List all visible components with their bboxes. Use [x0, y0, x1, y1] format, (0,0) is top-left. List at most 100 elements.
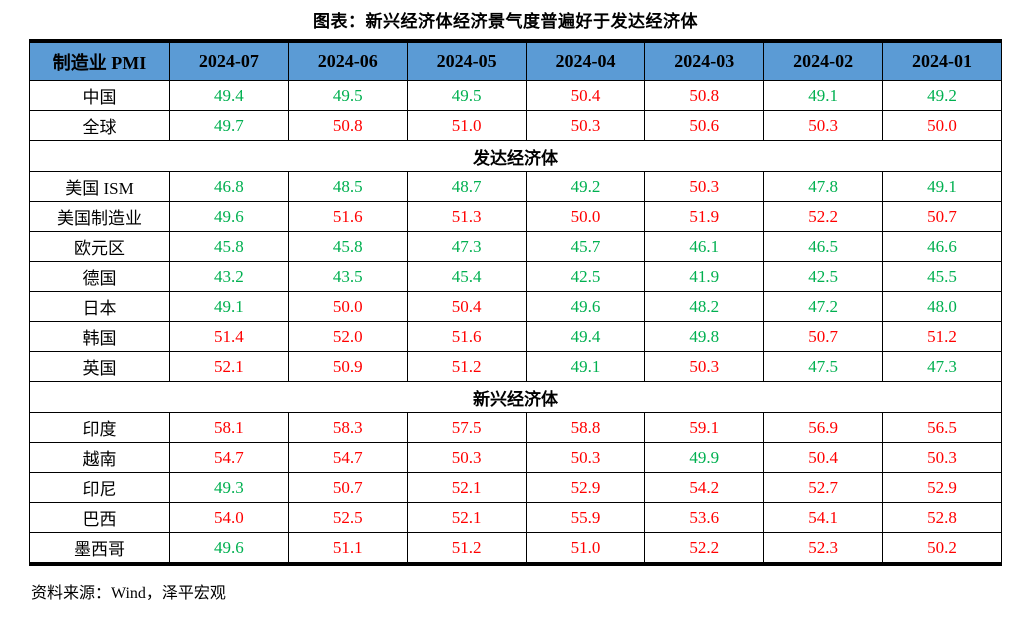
- pmi-value: 45.7: [525, 231, 646, 262]
- pmi-value: 55.9: [525, 502, 646, 533]
- pmi-value: 49.4: [525, 321, 646, 352]
- pmi-value: 50.9: [287, 351, 408, 382]
- table-row: 越南 54.7 54.7 50.3 50.3 49.9 50.4 50.3: [29, 442, 1002, 473]
- pmi-value: 50.0: [882, 110, 1002, 141]
- pmi-value: 49.5: [287, 80, 408, 111]
- header-cell-month: 2024-01: [882, 40, 1002, 81]
- pmi-value: 50.3: [525, 442, 646, 473]
- pmi-value: 49.4: [169, 80, 289, 111]
- pmi-value: 50.8: [287, 110, 408, 141]
- pmi-value: 52.8: [882, 502, 1002, 533]
- pmi-value: 52.0: [287, 321, 408, 352]
- pmi-value: 51.6: [287, 201, 408, 232]
- pmi-value: 47.5: [763, 351, 884, 382]
- pmi-value: 51.3: [406, 201, 527, 232]
- chart-title: 图表：新兴经济体经济景气度普遍好于发达经济体: [313, 12, 698, 31]
- pmi-value: 58.8: [525, 412, 646, 443]
- table-row: 德国 43.2 43.5 45.4 42.5 41.9 42.5 45.5: [29, 261, 1002, 292]
- pmi-value: 51.9: [644, 201, 765, 232]
- pmi-value: 50.3: [644, 351, 765, 382]
- row-label: 日本: [29, 291, 170, 322]
- row-label: 英国: [29, 351, 170, 382]
- pmi-value: 46.6: [882, 231, 1002, 262]
- row-label: 美国制造业: [29, 201, 170, 232]
- pmi-value: 49.6: [525, 291, 646, 322]
- pmi-value: 50.3: [763, 110, 884, 141]
- pmi-value: 45.8: [169, 231, 289, 262]
- row-label: 德国: [29, 261, 170, 292]
- row-label: 美国 ISM: [29, 171, 170, 202]
- pmi-value: 48.2: [644, 291, 765, 322]
- pmi-value: 50.4: [525, 80, 646, 111]
- pmi-value: 49.1: [882, 171, 1002, 202]
- row-label: 越南: [29, 442, 170, 473]
- pmi-value: 50.4: [763, 442, 884, 473]
- table-row: 欧元区 45.8 45.8 47.3 45.7 46.1 46.5 46.6: [29, 231, 1002, 262]
- header-cell-month: 2024-07: [169, 40, 289, 81]
- pmi-value: 49.1: [525, 351, 646, 382]
- table-row: 墨西哥 49.6 51.1 51.2 51.0 52.2 52.3 50.2: [29, 532, 1002, 565]
- pmi-value: 54.7: [287, 442, 408, 473]
- pmi-value: 50.3: [644, 171, 765, 202]
- row-label: 欧元区: [29, 231, 170, 262]
- pmi-value: 54.2: [644, 472, 765, 503]
- header-cell-month: 2024-03: [644, 40, 765, 81]
- pmi-value: 45.4: [406, 261, 527, 292]
- section-title: 新兴经济体: [29, 381, 1002, 413]
- table-row: 英国 52.1 50.9 51.2 49.1 50.3 47.5 47.3: [29, 351, 1002, 382]
- pmi-value: 52.3: [763, 532, 884, 565]
- pmi-value: 51.2: [406, 532, 527, 565]
- pmi-value: 46.8: [169, 171, 289, 202]
- table-row: 印尼 49.3 50.7 52.1 52.9 54.2 52.7 52.9: [29, 472, 1002, 503]
- pmi-value: 58.3: [287, 412, 408, 443]
- pmi-value: 50.8: [644, 80, 765, 111]
- pmi-value: 49.6: [169, 201, 289, 232]
- header-cell-label: 制造业 PMI: [29, 40, 170, 81]
- pmi-value: 51.2: [406, 351, 527, 382]
- pmi-value: 45.5: [882, 261, 1002, 292]
- row-label: 巴西: [29, 502, 170, 533]
- pmi-value: 47.8: [763, 171, 884, 202]
- row-label: 韩国: [29, 321, 170, 352]
- pmi-value: 50.3: [525, 110, 646, 141]
- pmi-value: 56.5: [882, 412, 1002, 443]
- pmi-value: 50.7: [763, 321, 884, 352]
- pmi-value: 47.3: [882, 351, 1002, 382]
- pmi-value: 49.6: [169, 532, 289, 565]
- pmi-value: 43.5: [287, 261, 408, 292]
- table-row: 全球 49.7 50.8 51.0 50.3 50.6 50.3 50.0: [29, 110, 1002, 141]
- header-row: 制造业 PMI 2024-07 2024-06 2024-05 2024-04 2024-…: [29, 40, 1002, 81]
- pmi-value: 52.2: [644, 532, 765, 565]
- pmi-value: 51.4: [169, 321, 289, 352]
- pmi-value: 48.7: [406, 171, 527, 202]
- pmi-value: 45.8: [287, 231, 408, 262]
- row-label: 中国: [29, 80, 170, 111]
- table-row: 中国 49.4 49.5 49.5 50.4 50.8 49.1 49.2: [29, 80, 1002, 111]
- pmi-value: 59.1: [644, 412, 765, 443]
- pmi-value: 54.1: [763, 502, 884, 533]
- pmi-value: 48.0: [882, 291, 1002, 322]
- row-label: 印尼: [29, 472, 170, 503]
- pmi-value: 52.1: [406, 502, 527, 533]
- pmi-value: 52.7: [763, 472, 884, 503]
- pmi-value: 47.3: [406, 231, 527, 262]
- section-row: 新兴经济体: [29, 381, 1002, 413]
- row-label: 全球: [29, 110, 170, 141]
- pmi-value: 49.3: [169, 472, 289, 503]
- pmi-value: 53.6: [644, 502, 765, 533]
- table-row: 美国制造业 49.6 51.6 51.3 50.0 51.9 52.2 50.7: [29, 201, 1002, 232]
- pmi-value: 47.2: [763, 291, 884, 322]
- table-row: 印度 58.1 58.3 57.5 58.8 59.1 56.9 56.5: [29, 412, 1002, 443]
- pmi-value: 57.5: [406, 412, 527, 443]
- pmi-value: 49.7: [169, 110, 289, 141]
- pmi-value: 51.0: [525, 532, 646, 565]
- pmi-value: 50.6: [644, 110, 765, 141]
- pmi-value: 46.5: [763, 231, 884, 262]
- pmi-value: 49.5: [406, 80, 527, 111]
- pmi-value: 52.9: [525, 472, 646, 503]
- table-row: 巴西 54.0 52.5 52.1 55.9 53.6 54.1 52.8: [29, 502, 1002, 533]
- pmi-value: 50.3: [882, 442, 1002, 473]
- pmi-value: 50.0: [287, 291, 408, 322]
- header-cell-month: 2024-04: [525, 40, 646, 81]
